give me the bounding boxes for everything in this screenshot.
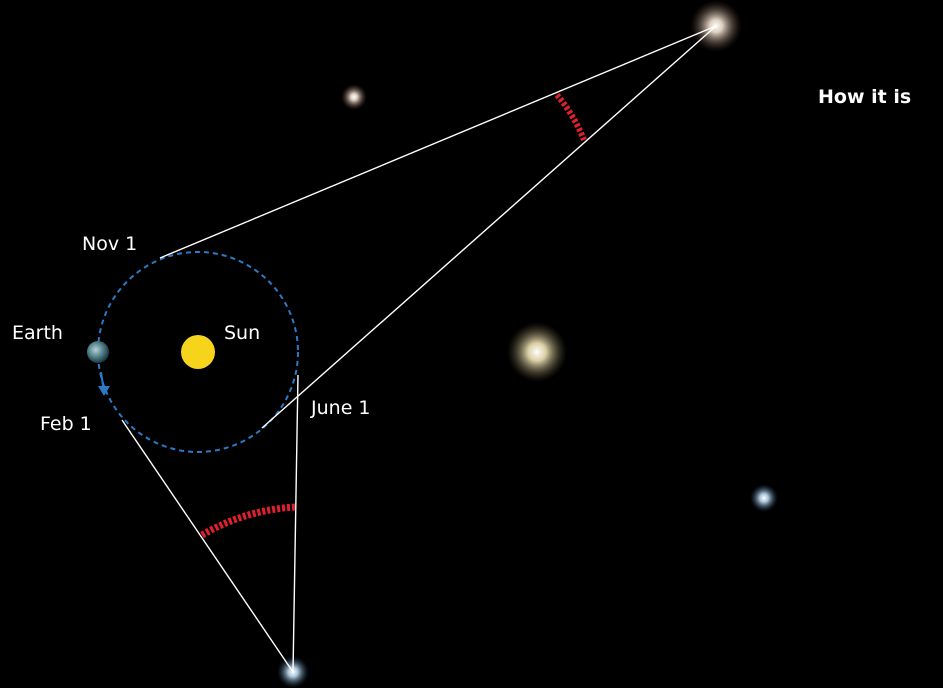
earth xyxy=(87,341,109,363)
sun-label: Sun xyxy=(224,322,260,344)
earth-label: Earth xyxy=(12,322,63,344)
star xyxy=(341,84,367,110)
diagram: How it is Nov 1 Earth Sun Feb 1 June 1 xyxy=(0,0,943,688)
date-label: June 1 xyxy=(310,397,371,419)
date-label: Feb 1 xyxy=(40,413,92,435)
star xyxy=(507,322,567,382)
sun xyxy=(181,335,215,369)
background xyxy=(0,0,943,688)
star xyxy=(750,484,778,512)
date-label: Nov 1 xyxy=(82,233,137,255)
title: How it is xyxy=(818,86,911,108)
